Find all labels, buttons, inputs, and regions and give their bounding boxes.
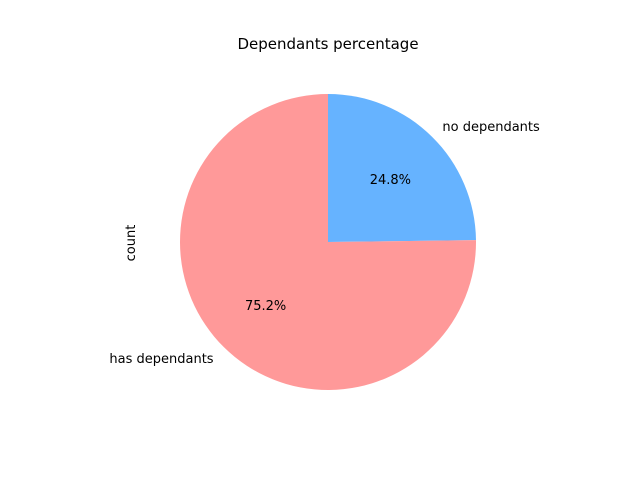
slice-percent-label-1: 75.2% [245, 299, 286, 314]
pie-slice-0 [328, 94, 476, 242]
pie-labels: 24.8% no dependants 75.2% has dependants [109, 120, 540, 367]
chart-title: Dependants percentage [237, 35, 418, 53]
pie-slice-1 [180, 94, 476, 390]
slice-percent-label-0: 24.8% [370, 173, 411, 188]
pie-slices [180, 94, 476, 390]
y-axis-label: count [124, 225, 139, 262]
slice-label-1: has dependants [109, 352, 213, 367]
slice-label-0: no dependants [442, 120, 540, 135]
